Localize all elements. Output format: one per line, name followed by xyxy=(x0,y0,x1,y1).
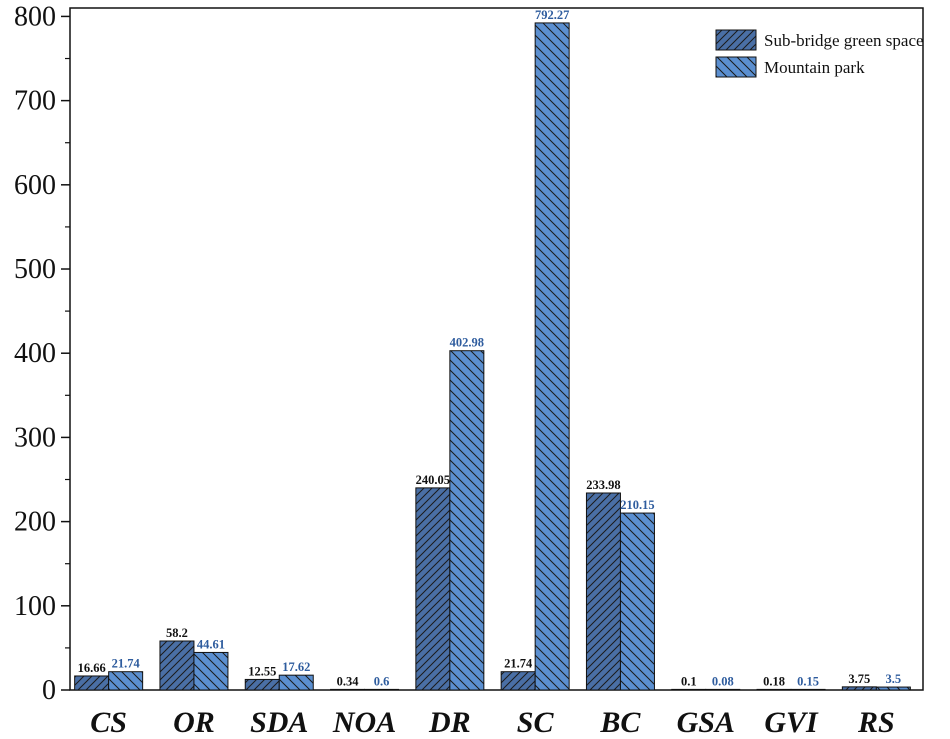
data-label: 58.2 xyxy=(166,626,188,640)
bar-mountain-park xyxy=(875,686,911,691)
data-label: 240.05 xyxy=(416,473,450,487)
bar-mountain-park xyxy=(108,671,144,691)
y-tick-label: 100 xyxy=(14,591,56,622)
y-tick-label: 200 xyxy=(14,507,56,538)
bar-mountain-park xyxy=(364,688,400,691)
bar-mountain-park xyxy=(278,674,314,691)
x-category-label: BC xyxy=(599,706,641,739)
y-tick-label: 700 xyxy=(14,86,56,117)
y-tick-label: 500 xyxy=(14,254,56,285)
data-label: 3.5 xyxy=(886,672,902,686)
data-label: 233.98 xyxy=(586,478,620,492)
x-category-label: NOA xyxy=(332,706,396,739)
data-label: 0.15 xyxy=(797,674,819,688)
x-category-label: SDA xyxy=(250,706,308,739)
data-label: 17.62 xyxy=(282,660,310,674)
data-label: 210.15 xyxy=(620,498,654,512)
bar-mountain-park xyxy=(534,22,570,691)
legend-swatch xyxy=(715,56,757,78)
x-category-label: DR xyxy=(428,706,471,739)
legend-label: Sub-bridge green space xyxy=(764,31,924,50)
bar-mountain-park xyxy=(193,651,229,691)
data-label: 0.6 xyxy=(374,674,390,688)
y-tick-label: 800 xyxy=(14,1,56,32)
x-category-label: GVI xyxy=(764,706,819,739)
data-label: 0.18 xyxy=(763,674,785,688)
data-label: 16.66 xyxy=(78,661,106,675)
x-category-label: SC xyxy=(517,706,555,739)
x-category-label: OR xyxy=(173,706,215,739)
bar-sub-bridge xyxy=(841,686,877,691)
bar-sub-bridge xyxy=(159,640,195,691)
y-tick-label: 0 xyxy=(42,675,56,706)
legend: Sub-bridge green space Mountain park xyxy=(715,29,924,78)
bar-mountain-park xyxy=(705,688,741,691)
bar-sub-bridge xyxy=(500,671,536,691)
y-tick-label: 300 xyxy=(14,422,56,453)
y-tick-label: 400 xyxy=(14,338,56,369)
y-tick-label: 600 xyxy=(14,170,56,201)
data-label: 21.74 xyxy=(504,657,533,671)
x-category-label: GSA xyxy=(677,706,735,739)
legend-label: Mountain park xyxy=(764,58,865,77)
bar-mountain-park xyxy=(619,512,655,691)
bar-sub-bridge xyxy=(671,688,707,691)
data-label: 0.08 xyxy=(712,674,734,688)
bar-sub-bridge xyxy=(244,678,280,691)
bar-sub-bridge xyxy=(74,675,110,691)
bar-sub-bridge xyxy=(756,688,792,691)
data-label: 0.1 xyxy=(681,674,697,688)
data-label: 0.34 xyxy=(337,674,360,688)
data-label: 3.75 xyxy=(848,672,870,686)
plot-frame xyxy=(69,7,924,691)
x-category-label: RS xyxy=(857,706,895,739)
data-label: 12.55 xyxy=(248,664,276,678)
bar-sub-bridge xyxy=(585,492,621,691)
bar-sub-bridge xyxy=(330,688,366,691)
data-label: 21.74 xyxy=(112,657,141,671)
bar-sub-bridge xyxy=(415,487,451,691)
x-category-label: CS xyxy=(90,706,127,739)
bar-mountain-park xyxy=(449,350,485,691)
data-label: 792.27 xyxy=(535,8,569,22)
legend-swatch xyxy=(715,29,757,51)
plot-area: 0 100 200 300 400 500 600 700 800 CS 16.66 21.74 OR 5… xyxy=(14,1,924,739)
data-label: 44.61 xyxy=(197,637,225,651)
bar-mountain-park xyxy=(790,688,826,691)
data-label: 402.98 xyxy=(450,336,484,350)
